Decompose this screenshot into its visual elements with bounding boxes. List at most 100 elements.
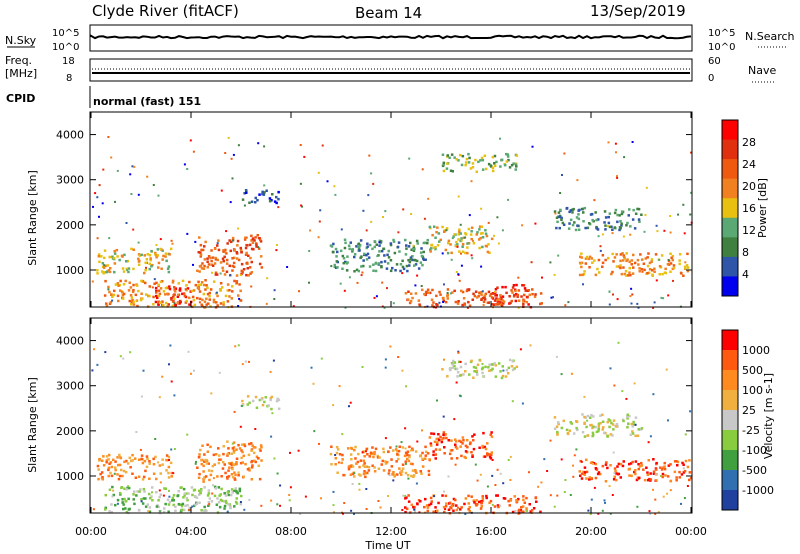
- heatmap-cell: [448, 156, 451, 159]
- heatmap-cell: [200, 267, 204, 270]
- heatmap-cell: [604, 224, 607, 227]
- heatmap-cell: [258, 477, 262, 481]
- heatmap-cell: [401, 259, 404, 263]
- heatmap-cell: [481, 290, 484, 293]
- heatmap-cell: [427, 197, 430, 200]
- heatmap-cell: [521, 510, 524, 513]
- heatmap-cell: [521, 402, 524, 405]
- heatmap-cell: [105, 304, 109, 307]
- heatmap-cell: [430, 243, 434, 247]
- heatmap-cell: [601, 261, 605, 265]
- heatmap-cell: [501, 229, 504, 232]
- heatmap-cell: [549, 494, 552, 497]
- heatmap-cell: [515, 165, 518, 168]
- heatmap-cell: [429, 502, 433, 506]
- heatmap-cell: [124, 279, 127, 283]
- heatmap-cell: [150, 495, 153, 498]
- heatmap-cell: [634, 212, 638, 215]
- heatmap-cell: [461, 290, 465, 294]
- heatmap-cell: [239, 289, 242, 293]
- heatmap-cell: [454, 498, 457, 502]
- heatmap-cell: [221, 266, 224, 270]
- heatmap-cell: [558, 215, 562, 219]
- heatmap-cell: [406, 457, 409, 461]
- heatmap-cell: [461, 442, 464, 445]
- heatmap-cell: [505, 291, 508, 295]
- heatmap-cell: [582, 470, 585, 474]
- heatmap-cell: [453, 156, 456, 159]
- heatmap-cell: [474, 502, 478, 506]
- heatmap-cell: [592, 425, 595, 428]
- heatmap-cell: [682, 274, 685, 277]
- heatmap-cell: [496, 494, 499, 497]
- heatmap-cell: [186, 168, 189, 170]
- heatmap-cell: [528, 471, 530, 474]
- heatmap-cell: [214, 247, 217, 250]
- heatmap-cell: [123, 487, 126, 490]
- heatmap-cell: [493, 162, 496, 165]
- heatmap-cell: [155, 505, 159, 508]
- heatmap-cell: [464, 163, 467, 167]
- heatmap-cell: [222, 460, 225, 464]
- heatmap-cell: [248, 401, 251, 405]
- heatmap-cell: [511, 400, 514, 403]
- heatmap-cell: [549, 439, 552, 442]
- heatmap-cell: [207, 504, 210, 507]
- heatmap-cell: [183, 494, 186, 497]
- heatmap-cell: [107, 285, 110, 289]
- heatmap-cell: [428, 436, 432, 439]
- heatmap-cell: [614, 469, 617, 473]
- heatmap-cell: [643, 478, 647, 482]
- heatmap-cell: [172, 503, 175, 507]
- heatmap-cell: [184, 301, 188, 304]
- heatmap-cell: [299, 513, 302, 515]
- heatmap-cell: [245, 262, 248, 265]
- x-tick-label: 12:00: [375, 525, 407, 538]
- heatmap-cell: [148, 477, 151, 480]
- heatmap-cell: [129, 466, 132, 469]
- heatmap-cell: [527, 303, 530, 306]
- heatmap-cell: [408, 445, 411, 449]
- heatmap-cell: [248, 201, 251, 204]
- heatmap-cell: [241, 461, 244, 464]
- heatmap-cell: [589, 213, 593, 216]
- heatmap-cell: [661, 475, 664, 479]
- heatmap-cell: [616, 213, 619, 217]
- heatmap-cell: [494, 294, 497, 297]
- heatmap-cell: [198, 290, 202, 293]
- heatmap-cell: [125, 499, 128, 503]
- heatmap-cell: [429, 250, 432, 253]
- heatmap-cell: [649, 435, 652, 438]
- heatmap-cell: [493, 303, 496, 306]
- heatmap-cell: [330, 445, 333, 448]
- heatmap-cell: [419, 500, 422, 503]
- heatmap-cell: [141, 297, 144, 300]
- heatmap-cell: [142, 497, 146, 500]
- heatmap-cell: [617, 462, 621, 466]
- heatmap-cell: [197, 476, 201, 479]
- x-tick-label: 04:00: [175, 525, 207, 538]
- heatmap-cell: [432, 450, 435, 453]
- heatmap-cell: [466, 306, 469, 309]
- heatmap-cell: [499, 165, 502, 168]
- heatmap-cell: [168, 489, 170, 492]
- heatmap-cell: [223, 500, 226, 503]
- heatmap-cell: [303, 155, 306, 158]
- heatmap-cell: [621, 464, 625, 468]
- heatmap-cell: [611, 252, 614, 256]
- heatmap-cell: [192, 289, 196, 292]
- heatmap-cell: [583, 435, 587, 438]
- heatmap-cell: [501, 295, 505, 298]
- heatmap-cell: [187, 492, 190, 495]
- heatmap-cell: [103, 294, 107, 297]
- heatmap-cell: [608, 303, 611, 306]
- heatmap-cell: [231, 236, 235, 240]
- heatmap-cell: [686, 266, 690, 269]
- heatmap-cell: [214, 271, 218, 274]
- heatmap-cell: [525, 507, 528, 510]
- colorbar-swatch: [722, 120, 738, 141]
- heatmap-cell: [499, 504, 502, 507]
- heatmap-cell: [100, 255, 103, 258]
- heatmap-cell: [612, 419, 616, 422]
- heatmap-cell: [199, 491, 202, 495]
